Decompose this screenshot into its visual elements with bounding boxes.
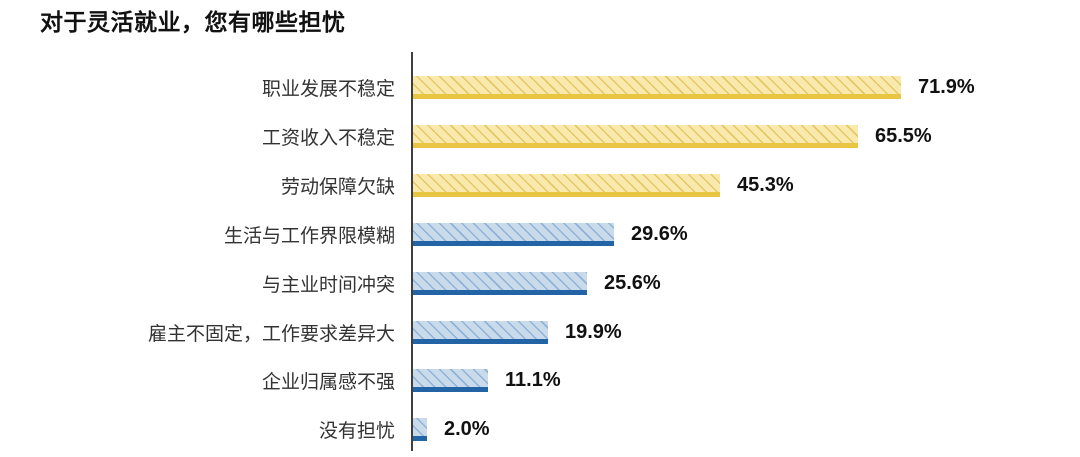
value-label: 25.6% [604, 272, 661, 294]
category-label: 职业发展不稳定 [261, 79, 395, 100]
value-label: 19.9% [565, 321, 622, 343]
value-label: 45.3% [737, 174, 794, 196]
bar [413, 76, 901, 99]
category-label: 与主业时间冲突 [261, 275, 395, 296]
bar [413, 369, 488, 392]
bar [413, 321, 548, 344]
value-label: 65.5% [875, 125, 932, 147]
value-label: 2.0% [444, 418, 490, 440]
bar [413, 125, 858, 148]
chart-title: 对于灵活就业，您有哪些担忧 [40, 9, 346, 35]
category-label: 生活与工作界限模糊 [223, 226, 395, 247]
bar [413, 272, 587, 295]
category-label: 雇主不固定，工作要求差异大 [147, 324, 395, 345]
category-label: 没有担忧 [318, 421, 395, 442]
category-label: 企业归属感不强 [261, 372, 395, 393]
bar [413, 418, 427, 441]
category-label: 工资收入不稳定 [261, 128, 395, 149]
value-label: 29.6% [631, 223, 688, 245]
value-label: 11.1% [505, 369, 561, 391]
category-label: 劳动保障欠缺 [280, 177, 395, 198]
y-axis-line [411, 52, 413, 451]
bar [413, 174, 720, 197]
value-label: 71.9% [918, 76, 975, 98]
bar [413, 223, 614, 246]
